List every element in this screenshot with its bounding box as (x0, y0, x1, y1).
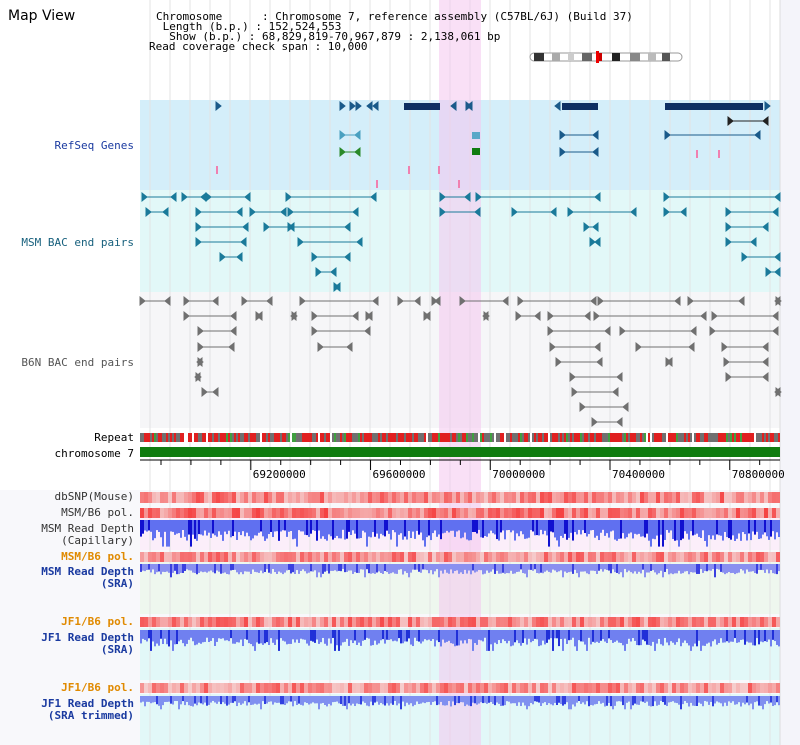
track-label-msm-depth-cap: MSM Read Depth (41, 522, 134, 535)
b6n-bac-glyphs (139, 295, 782, 428)
track-label-msm-depth-sra-sub: (SRA) (100, 577, 134, 590)
msm-bac-glyphs (141, 191, 781, 293)
track-label-jf1-pol-2: JF1/B6 pol. (61, 681, 134, 694)
track-label-jf1-pol-1: JF1/B6 pol. (61, 615, 134, 628)
axis-tick-label: 70400000 (612, 468, 665, 481)
track-label-refseq[interactable]: RefSeq Genes (54, 139, 134, 152)
info-show: Show (b.p.) : 68,829,819-70,967,879 : 2,… (156, 30, 501, 43)
track-label-msm-depth-sra: MSM Read Depth (41, 565, 134, 578)
track-label-jf1-depth-trim-sub: (SRA trimmed) (47, 709, 134, 722)
axis-tick-label: 69200000 (253, 468, 306, 481)
track-label-chromosome: chromosome 7 (54, 447, 134, 460)
axis-tick-label: 69600000 (373, 468, 426, 481)
track-label-msm-bac[interactable]: MSM BAC end pairs (21, 236, 134, 249)
refseq-gene-glyphs (215, 100, 771, 188)
track-label-msm-depth-cap-sub: (Capillary) (61, 534, 134, 547)
track-label-dbsnp: dbSNP(Mouse) (54, 490, 134, 503)
track-label-jf1-depth-trim: JF1 Read Depth (41, 697, 134, 710)
info-chromosome: Chromosome : Chromosome 7, reference ass… (156, 10, 633, 23)
page-title: Map View (8, 8, 76, 24)
axis-tick-label: 70800000 (732, 468, 785, 481)
track-label-b6n-bac[interactable]: B6N BAC end pairs (21, 356, 134, 369)
track-label-msm-pol-2: MSM/B6 pol. (61, 550, 134, 563)
chromosome-bar (140, 447, 780, 457)
track-label-msm-pol-1: MSM/B6 pol. (61, 506, 134, 519)
info-coverage: Read coverage check span : 10,000 (149, 40, 368, 53)
chromosome-ideogram[interactable] (529, 51, 683, 63)
axis-tick-label: 70000000 (492, 468, 545, 481)
coordinate-axis: 69200000 69600000 70000000 70400000 70800000 (140, 459, 785, 481)
track-label-jf1-depth-sra-sub: (SRA) (100, 643, 134, 656)
track-label-jf1-depth-sra: JF1 Read Depth (41, 631, 134, 644)
track-label-repeat: Repeat (94, 431, 134, 444)
info-length: Length (b.p.) : 152,524,553 (156, 20, 342, 33)
repeat-track[interactable] (140, 433, 780, 442)
